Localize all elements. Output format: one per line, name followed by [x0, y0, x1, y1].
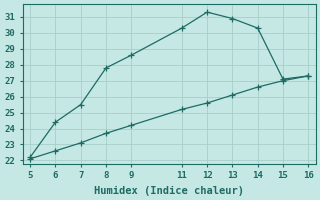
X-axis label: Humidex (Indice chaleur): Humidex (Indice chaleur) — [94, 186, 244, 196]
